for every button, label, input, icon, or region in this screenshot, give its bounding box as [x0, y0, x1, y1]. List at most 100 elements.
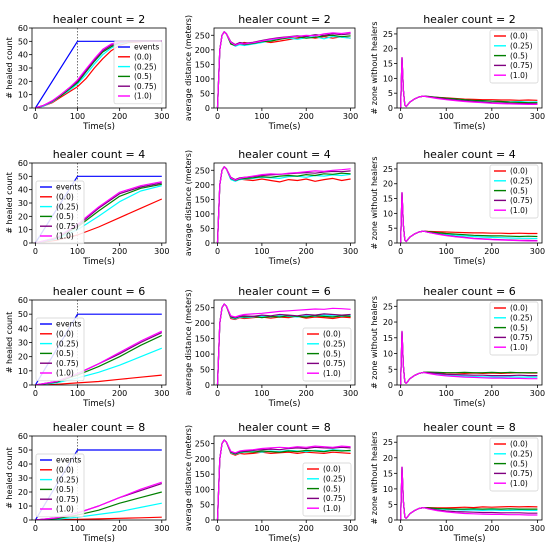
legend-label: (0.0) [510, 440, 528, 449]
legend: events(0.0)(0.25)(0.5)(0.75)(1.0) [35, 180, 85, 245]
legend-label: (0.5) [323, 349, 341, 358]
x-tick-label: 0 [398, 247, 403, 256]
x-tick-label: 0 [215, 112, 220, 121]
y-tick-label: 20 [383, 180, 393, 189]
y-tick-label: 10 [383, 485, 393, 494]
x-tick-label: 300 [154, 389, 169, 398]
y-tick-label: 5 [388, 89, 393, 98]
x-axis-label: Time(s) [453, 257, 486, 267]
plot-title: healer count = 8 [423, 421, 516, 434]
y-tick-label: 150 [195, 195, 210, 204]
y-tick-label: 40 [18, 186, 28, 195]
x-tick-label: 100 [439, 112, 454, 121]
x-tick-label: 0 [33, 247, 38, 256]
series-line-(1.0) [400, 192, 538, 243]
legend: events(0.0)(0.25)(0.5)(0.75)(1.0) [35, 317, 85, 382]
legend-label: (0.0) [56, 466, 74, 475]
legend-label: (0.0) [510, 167, 528, 176]
axes-frame [213, 299, 356, 386]
legend-label: (0.75) [134, 82, 157, 91]
x-tick-label: 100 [439, 247, 454, 256]
x-axis-label: Time(s) [268, 399, 301, 409]
y-tick-label: 0 [388, 104, 393, 113]
y-tick-label: 150 [195, 470, 210, 479]
x-tick-label: 100 [254, 112, 269, 121]
y-axis-label: # healed count [5, 37, 14, 98]
y-tick-label: 60 [18, 296, 28, 305]
legend-label: (0.75) [510, 469, 533, 478]
x-tick-label: 300 [530, 524, 545, 533]
y-tick-label: 5 [388, 500, 393, 509]
legend-label: (0.25) [323, 340, 346, 349]
legend: (0.0)(0.25)(0.5)(0.75)(1.0) [489, 29, 539, 84]
legend-label: (0.5) [56, 485, 74, 494]
legend-label: (1.0) [56, 232, 74, 241]
legend-label: (1.0) [510, 343, 528, 352]
x-tick-label: 200 [112, 247, 127, 256]
legend-label: (0.75) [56, 359, 79, 368]
x-tick-label: 300 [154, 247, 169, 256]
axes-frame [213, 162, 356, 244]
y-axis-label: # healed count [5, 172, 14, 233]
y-tick-label: 0 [388, 516, 393, 525]
legend-label: (0.25) [56, 475, 79, 484]
x-tick-label: 300 [154, 112, 169, 121]
x-tick-label: 0 [215, 247, 220, 256]
x-tick-label: 0 [398, 524, 403, 533]
y-tick-label: 100 [195, 485, 210, 494]
y-tick-label: 20 [383, 454, 393, 463]
plot-title: healer count = 4 [53, 148, 146, 161]
y-tick-label: 10 [383, 209, 393, 218]
series-line-(0.75) [216, 31, 351, 108]
series-line-(1.0) [216, 31, 351, 108]
y-tick-label: 0 [23, 239, 28, 248]
y-tick-label: 0 [205, 239, 210, 248]
legend-label: (0.5) [510, 459, 528, 468]
legend: events(0.0)(0.25)(0.5)(0.75)(1.0) [113, 40, 163, 105]
legend-box [489, 29, 539, 84]
series-line-(1.0) [216, 166, 351, 243]
series-line-(1.0) [216, 303, 351, 385]
legend-label: (0.5) [56, 349, 74, 358]
subplot-1-1: healer count = 4 0 100 200 300 0 50 100 150 200 25… [184, 148, 358, 267]
x-tick-label: 0 [398, 112, 403, 121]
y-tick-label: 0 [205, 381, 210, 390]
y-tick-label: 15 [383, 469, 393, 478]
legend-label: (0.25) [510, 450, 533, 459]
y-tick-label: 0 [205, 516, 210, 525]
x-tick-label: 200 [112, 389, 127, 398]
x-tick-label: 200 [299, 247, 314, 256]
x-axis-label: Time(s) [82, 122, 115, 132]
y-tick-label: 20 [18, 488, 28, 497]
y-tick-label: 250 [195, 31, 210, 40]
y-tick-label: 50 [18, 446, 28, 455]
legend-label: events [56, 456, 81, 465]
y-tick-label: 0 [23, 381, 28, 390]
legend-box [489, 164, 539, 219]
legend-box [302, 462, 352, 517]
subplot-2-2: healer count = 6 0 100 200 300 0 5 10 15 20 25 Time… [370, 285, 545, 409]
legend-label: events [56, 320, 81, 329]
y-tick-label: 250 [195, 166, 210, 175]
y-tick-label: 25 [383, 165, 393, 174]
legend-label: (1.0) [134, 92, 152, 101]
y-tick-label: 200 [195, 46, 210, 55]
y-tick-label: 15 [383, 195, 393, 204]
legend-label: (0.75) [56, 222, 79, 231]
axes-frame [396, 299, 543, 386]
x-tick-label: 200 [484, 112, 499, 121]
x-tick-label: 300 [154, 524, 169, 533]
subplot-0-2: healer count = 2 0 100 200 300 0 5 10 15 20 25 Time… [370, 13, 545, 132]
x-tick-label: 100 [70, 389, 85, 398]
y-tick-label: 100 [195, 210, 210, 219]
y-tick-label: 50 [18, 310, 28, 319]
legend-label: (0.5) [510, 51, 528, 60]
axes-frame [396, 162, 543, 244]
y-tick-label: 30 [18, 199, 28, 208]
x-tick-label: 300 [530, 247, 545, 256]
y-tick-label: 25 [383, 302, 393, 311]
x-axis-label: Time(s) [268, 534, 301, 542]
series-line-(1.0) [400, 466, 538, 520]
y-tick-label: 250 [195, 440, 210, 449]
x-tick-label: 100 [254, 524, 269, 533]
